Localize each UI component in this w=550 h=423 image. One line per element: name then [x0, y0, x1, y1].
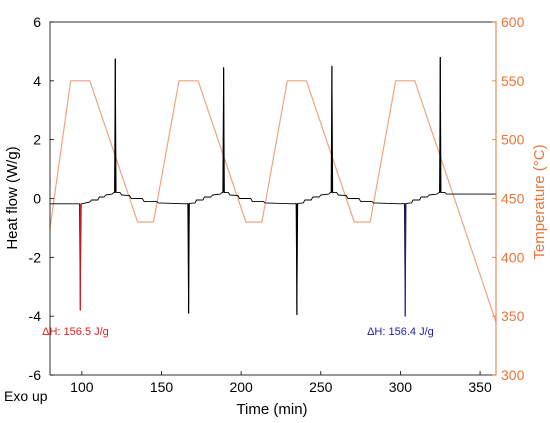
x-axis-label: Time (min)	[236, 401, 307, 418]
exo-up-label: Exo up	[4, 388, 48, 404]
plot-box	[49, 21, 497, 376]
y-right-tick-label: 500	[501, 132, 525, 148]
y-right-tick-label: 350	[501, 308, 525, 324]
y-axis-right-ticks: 300 350 400 450 500 550 600	[492, 14, 525, 383]
delta-h-annotation: ΔH: 156.4 J/g	[367, 326, 434, 338]
y-right-tick-label: 300	[501, 367, 525, 383]
y-left-tick-label: -2	[29, 249, 42, 265]
y-right-tick-label: 400	[501, 249, 525, 265]
y-axis-left-ticks: -6 -4 -2 0 2 4 6	[29, 14, 54, 383]
x-tick-label: 200	[229, 379, 253, 395]
x-tick-label: 250	[309, 379, 333, 395]
temperature-line	[49, 80, 497, 323]
y-right-tick-label: 550	[501, 73, 525, 89]
y-axis-right-label: Temperature (°C)	[531, 144, 548, 259]
y-left-tick-label: 6	[33, 14, 41, 30]
heat-flow-line	[50, 56, 496, 317]
y-right-tick-label: 450	[501, 191, 525, 207]
y-right-tick-label: 600	[501, 14, 525, 30]
x-tick-label: 100	[70, 379, 94, 395]
heat-flow-series	[50, 56, 496, 317]
temperature-series	[49, 80, 497, 323]
y-left-tick-label: -6	[29, 367, 42, 383]
x-tick-label: 150	[150, 379, 174, 395]
y-left-tick-label: 0	[33, 191, 41, 207]
y-left-tick-label: 4	[33, 73, 41, 89]
y-left-tick-label: 2	[33, 132, 41, 148]
delta-h-annotation: ΔH: 156.5 J/g	[42, 326, 109, 338]
y-left-tick-label: -4	[29, 308, 42, 324]
x-tick-label: 300	[389, 379, 413, 395]
x-tick-label: 350	[468, 379, 492, 395]
annotations: ΔH: 156.5 J/g ΔH: 156.4 J/g	[42, 326, 434, 338]
plot-frame	[49, 21, 497, 376]
y-axis-left-label: Heat flow (W/g)	[4, 146, 21, 249]
x-axis-ticks: 100 150 200 250 300 350	[70, 371, 492, 395]
